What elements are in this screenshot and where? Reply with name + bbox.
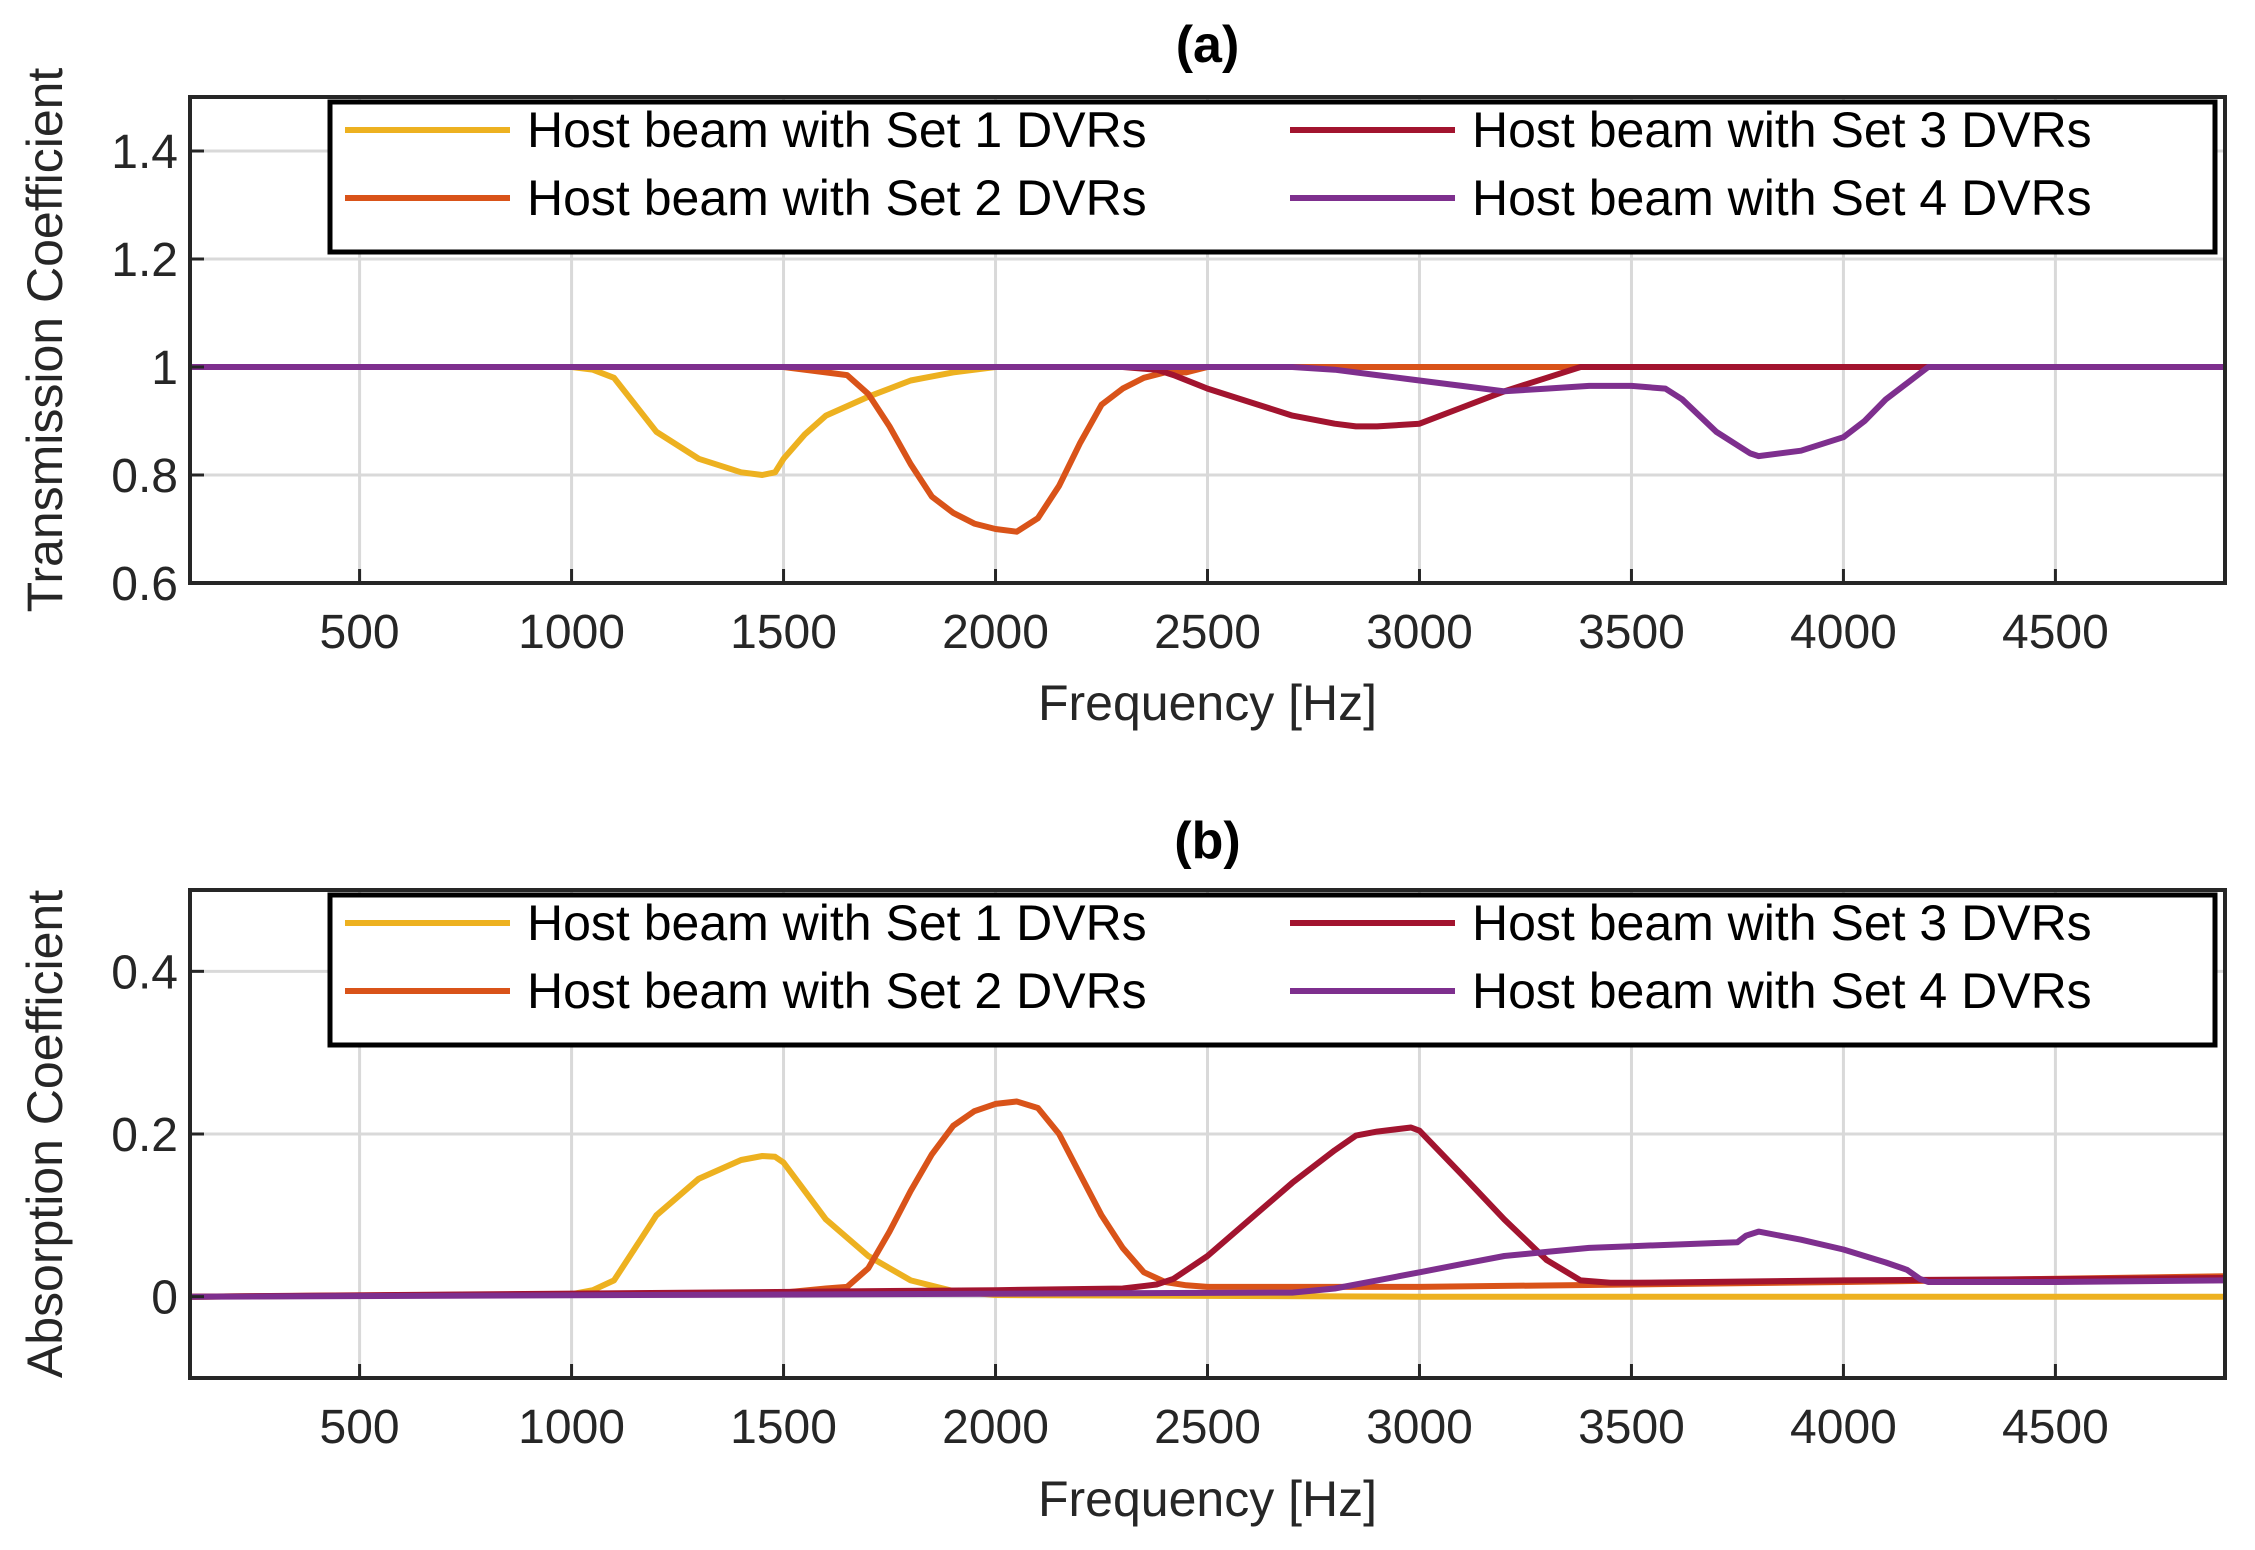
x-tick-label: 2500: [1154, 606, 1261, 659]
legend-entry: Host beam with Set 1 DVRs: [527, 102, 1147, 158]
legend-box: [327, 892, 2218, 1048]
series-line-set-4: [190, 1228, 2225, 1300]
x-tick-label: 4000: [1790, 606, 1897, 659]
x-tick-label: 1000: [518, 1401, 625, 1454]
legend-entry: Host beam with Set 3 DVRs: [1472, 102, 2092, 158]
series-line-set-2: [190, 1098, 2225, 1300]
series-line-set-4: [190, 364, 2225, 460]
legend-entry: Host beam with Set 1 DVRs: [527, 895, 1147, 951]
y-tick-label: 1: [151, 342, 178, 395]
series-group: [190, 364, 2225, 535]
x-tick-label: 1500: [730, 606, 837, 659]
y-axis-label: Transmission Coefficient: [17, 68, 73, 613]
x-axis-label: Frequency [Hz]: [1038, 1471, 1377, 1527]
y-tick-label: 0.8: [111, 450, 178, 503]
x-tick-label: 3500: [1578, 1401, 1685, 1454]
x-tick-label: 2000: [942, 606, 1049, 659]
legend-entry: Host beam with Set 3 DVRs: [1472, 895, 2092, 951]
x-tick-label: 500: [320, 606, 400, 659]
x-tick-label: 2500: [1154, 1401, 1261, 1454]
x-tick-label: 4000: [1790, 1401, 1897, 1454]
x-tick-label: 2000: [942, 1401, 1049, 1454]
x-axis-label: Frequency [Hz]: [1038, 675, 1377, 731]
series-line-set-1: [190, 364, 2225, 478]
legend-box: [327, 99, 2218, 255]
legend-entry: Host beam with Set 4 DVRs: [1472, 963, 2092, 1019]
y-tick-label: 0.4: [111, 946, 178, 999]
x-tick-label: 1000: [518, 606, 625, 659]
legend-entry: Host beam with Set 2 DVRs: [527, 170, 1147, 226]
legend-entry: Host beam with Set 2 DVRs: [527, 963, 1147, 1019]
legend: Host beam with Set 1 DVRs Host beam with …: [327, 99, 2218, 255]
y-tick-label: 0: [151, 1272, 178, 1325]
x-tick-label: 3000: [1366, 1401, 1473, 1454]
y-tick-label: 1.2: [111, 234, 178, 287]
legend-entry: Host beam with Set 4 DVRs: [1472, 170, 2092, 226]
legend: Host beam with Set 1 DVRs Host beam with …: [327, 892, 2218, 1048]
y-tick-label: 0.6: [111, 558, 178, 611]
series-line-set-3: [190, 1124, 2225, 1300]
panel-a: 500 1000 1500 2000 2500 3000 3500 4000 4500 0.6 0.…: [17, 16, 2227, 731]
series-group: [190, 1098, 2225, 1300]
x-tick-label: 500: [320, 1401, 400, 1454]
series-line-set-3: [190, 364, 2225, 430]
panel-b: 500 1000 1500 2000 2500 3000 3500 4000 4500 0 0.2 0…: [17, 812, 2227, 1527]
x-tick-label: 4500: [2002, 606, 2109, 659]
y-tick-label: 0.2: [111, 1109, 178, 1162]
panel-title: (b): [1174, 812, 1240, 870]
y-tick-label: 1.4: [111, 126, 178, 179]
y-axis-label: Absorption Coefficient: [17, 890, 73, 1378]
x-tick-label: 3500: [1578, 606, 1685, 659]
panel-title: (a): [1176, 16, 1240, 74]
x-tick-label: 4500: [2002, 1401, 2109, 1454]
series-line-set-2: [190, 364, 2225, 535]
x-tick-label: 3000: [1366, 606, 1473, 659]
x-tick-label: 1500: [730, 1401, 837, 1454]
